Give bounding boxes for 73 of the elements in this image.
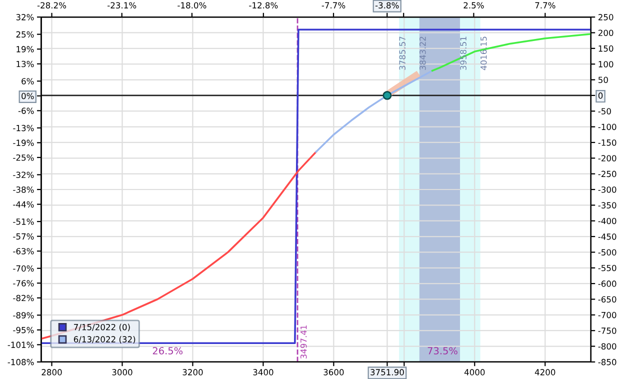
y-tick-label: 0%	[22, 92, 34, 100]
y-tick-label: -13%	[13, 124, 34, 132]
y-tick-label: -51%	[13, 218, 34, 225]
y-tick-label: -76%	[13, 280, 34, 286]
x-tick-label: 3600	[324, 369, 344, 376]
y2-tick-label: 0	[598, 92, 603, 99]
line-series	[315, 70, 434, 153]
y-tick-label: -95%	[13, 326, 34, 334]
y2-tick-label: -50	[598, 108, 611, 114]
y2-tick-label: 200	[598, 30, 614, 36]
x2-tick-label: 2.5%	[464, 2, 484, 8]
y2-tick-label: -650	[598, 296, 616, 303]
y2-tick-label: -200	[598, 155, 616, 162]
y-tick-label: -19%	[13, 140, 34, 146]
ref-line-label: 3497.41	[300, 325, 307, 359]
y-tick-label: 19%	[16, 46, 34, 52]
annotation: 4016.15	[480, 36, 487, 70]
y-tick-label: -32%	[13, 172, 34, 178]
x2-tick-label: -3.8%	[375, 2, 399, 8]
y2-tick-label: 250	[598, 14, 614, 20]
y-tick-label: 6%	[22, 78, 34, 84]
y-tick-label: -57%	[13, 233, 34, 240]
y2-tick-label: -100	[598, 124, 616, 130]
x2-tick-label: -23.1%	[108, 2, 136, 8]
y2-tick-label: -800	[598, 343, 616, 350]
x2-tick-label: -7.7%	[322, 2, 346, 8]
legend-label: 7/15/2022 (0)	[74, 324, 130, 332]
y-tick-label: 13%	[16, 60, 34, 68]
y2-tick-label: -300	[598, 186, 616, 193]
x-tick-label: 3000	[112, 369, 132, 376]
y-tick-label: 25%	[16, 31, 34, 38]
x2-tick-label: -28.2%	[37, 2, 66, 8]
y-tick-label: -25%	[13, 154, 34, 161]
line-series	[431, 33, 591, 72]
x-tick-label: 4000	[464, 369, 485, 376]
y-tick-label: -44%	[13, 201, 34, 208]
annotation: 3958.51	[460, 36, 466, 70]
x-tick-label: 4200	[534, 369, 556, 376]
y2-tick-label: -700	[598, 312, 616, 318]
y-tick-label: -70%	[13, 265, 34, 272]
annotation: 3785.57	[399, 36, 406, 70]
x2-tick-label: -18.0%	[178, 2, 206, 8]
y2-tick-label: -600	[598, 280, 616, 287]
y2-tick-label: -850	[598, 358, 616, 366]
annotation: 3843.22	[420, 36, 426, 70]
x-tick-label: 3400	[253, 369, 274, 376]
y2-tick-label: -150	[598, 139, 616, 146]
x-tick-label: 2800	[42, 369, 62, 376]
y2-tick-label: 50	[598, 76, 608, 84]
y-tick-label: -38%	[13, 186, 34, 193]
y2-tick-label: -750	[598, 328, 616, 334]
y2-tick-label: 100	[598, 61, 614, 68]
annotation: 26.5%	[152, 347, 183, 354]
y2-tick-label: -450	[598, 234, 616, 240]
x-tick-label: 3200	[182, 369, 203, 376]
x-tick-label: 3751.90	[370, 369, 404, 376]
y2-tick-label: -550	[598, 264, 616, 272]
y-tick-label: 32%	[16, 14, 34, 20]
y-tick-label: -63%	[13, 248, 34, 254]
y-tick-label: -89%	[13, 312, 34, 318]
y2-tick-label: -500	[598, 249, 616, 256]
y2-tick-label: -250	[598, 170, 616, 178]
legend-label: 6/13/2022 (32)	[74, 336, 136, 344]
y-tick-label: -82%	[13, 294, 34, 302]
y2-tick-label: -400	[598, 218, 616, 224]
annotation: 73.5%	[428, 347, 458, 354]
y-tick-label: -108%	[8, 358, 34, 366]
y2-tick-label: 150	[598, 45, 614, 52]
y2-tick-label: -350	[598, 202, 616, 208]
y-tick-label: -101%	[8, 342, 34, 348]
y-tick-label: -6%	[18, 108, 34, 114]
x2-tick-label: -12.8%	[249, 2, 278, 8]
x2-tick-label: 7.7%	[535, 2, 556, 8]
